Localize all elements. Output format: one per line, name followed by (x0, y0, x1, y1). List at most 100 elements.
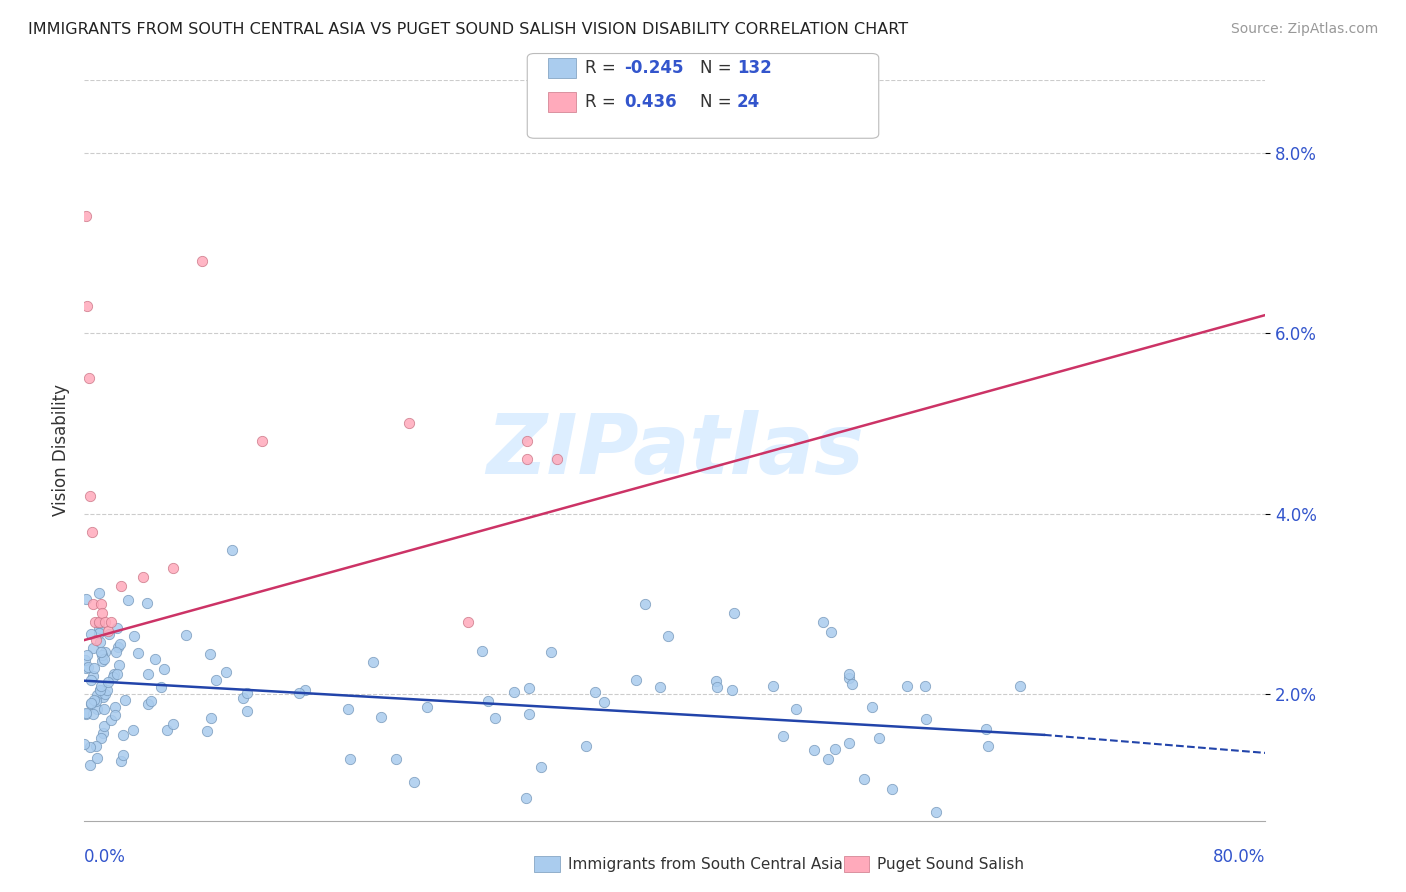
Point (80, 698, 103, 712)
Point (530, 760, 553, 774)
Point (97, 674, 120, 689)
Point (103, 700, 125, 714)
Point (105, 621, 128, 635)
Point (288, 685, 311, 699)
Point (87, 621, 110, 635)
Point (624, 673, 647, 687)
Point (117, 593, 139, 607)
Point (914, 712, 936, 726)
Point (100, 713, 122, 727)
Point (824, 742, 846, 756)
Point (110, 579, 132, 593)
Point (90, 679, 112, 693)
Point (195, 724, 218, 739)
Point (77, 660, 100, 674)
Point (974, 722, 997, 736)
Text: Puget Sound Salish: Puget Sound Salish (877, 857, 1025, 871)
Point (124, 629, 146, 643)
Point (86, 688, 108, 702)
Point (83, 615, 105, 629)
Point (82, 597, 104, 611)
Point (785, 702, 807, 716)
Point (87, 615, 110, 630)
Text: N =: N = (700, 59, 737, 77)
Point (82, 669, 104, 683)
Point (402, 774, 425, 789)
Point (977, 739, 1000, 753)
Point (94, 645, 117, 659)
Point (198, 648, 221, 662)
Text: Source: ZipAtlas.com: Source: ZipAtlas.com (1230, 22, 1378, 37)
Point (91, 726, 114, 740)
Point (75, 661, 97, 675)
Point (97, 624, 120, 638)
Point (80, 673, 103, 687)
Point (914, 679, 936, 693)
Point (91, 606, 114, 620)
Point (546, 452, 568, 467)
Point (86, 702, 108, 716)
Point (91, 690, 114, 704)
Point (336, 702, 359, 716)
Point (105, 667, 128, 681)
Point (204, 673, 226, 687)
Point (868, 731, 890, 746)
Point (153, 662, 176, 676)
Point (89, 635, 111, 649)
Point (87, 586, 110, 600)
Point (517, 681, 540, 695)
Point (82, 706, 104, 721)
Point (221, 542, 243, 557)
Point (361, 655, 384, 669)
Point (100, 615, 122, 629)
Point (79, 757, 101, 772)
Point (89, 626, 111, 640)
Point (156, 723, 179, 737)
Point (721, 683, 744, 698)
Text: 0.0%: 0.0% (84, 847, 127, 866)
Point (471, 644, 494, 658)
Point (89, 682, 111, 697)
Point (75, 706, 97, 721)
Point (214, 665, 236, 679)
Point (121, 723, 143, 737)
Point (136, 697, 159, 711)
Point (79, 739, 101, 754)
Point (294, 682, 316, 697)
Point (73, 737, 96, 751)
Point (76, 299, 98, 313)
Point (762, 679, 785, 693)
Point (93, 719, 115, 733)
Point (232, 691, 254, 706)
Point (174, 628, 197, 642)
Y-axis label: Vision Disability: Vision Disability (52, 384, 70, 516)
Text: ZIPatlas: ZIPatlas (486, 410, 863, 491)
Point (105, 645, 128, 659)
Point (90, 597, 112, 611)
Point (503, 685, 526, 699)
Point (370, 710, 392, 724)
Point (80, 524, 103, 539)
Point (94, 687, 117, 701)
Point (853, 772, 876, 786)
Text: 0.436: 0.436 (624, 93, 676, 111)
Point (83, 693, 105, 707)
Point (575, 739, 598, 753)
Point (83, 661, 105, 675)
Point (838, 666, 860, 681)
Point (634, 597, 657, 611)
Point (93, 702, 115, 716)
Point (110, 755, 132, 769)
Point (114, 692, 136, 706)
Point (77, 371, 100, 385)
Point (896, 680, 918, 694)
Point (90, 645, 112, 659)
Point (80, 697, 103, 711)
Point (585, 685, 607, 699)
Text: 80.0%: 80.0% (1213, 847, 1265, 866)
Point (89, 683, 111, 698)
Point (73, 653, 96, 667)
Point (398, 417, 420, 431)
Point (162, 717, 184, 731)
Point (86, 694, 108, 708)
